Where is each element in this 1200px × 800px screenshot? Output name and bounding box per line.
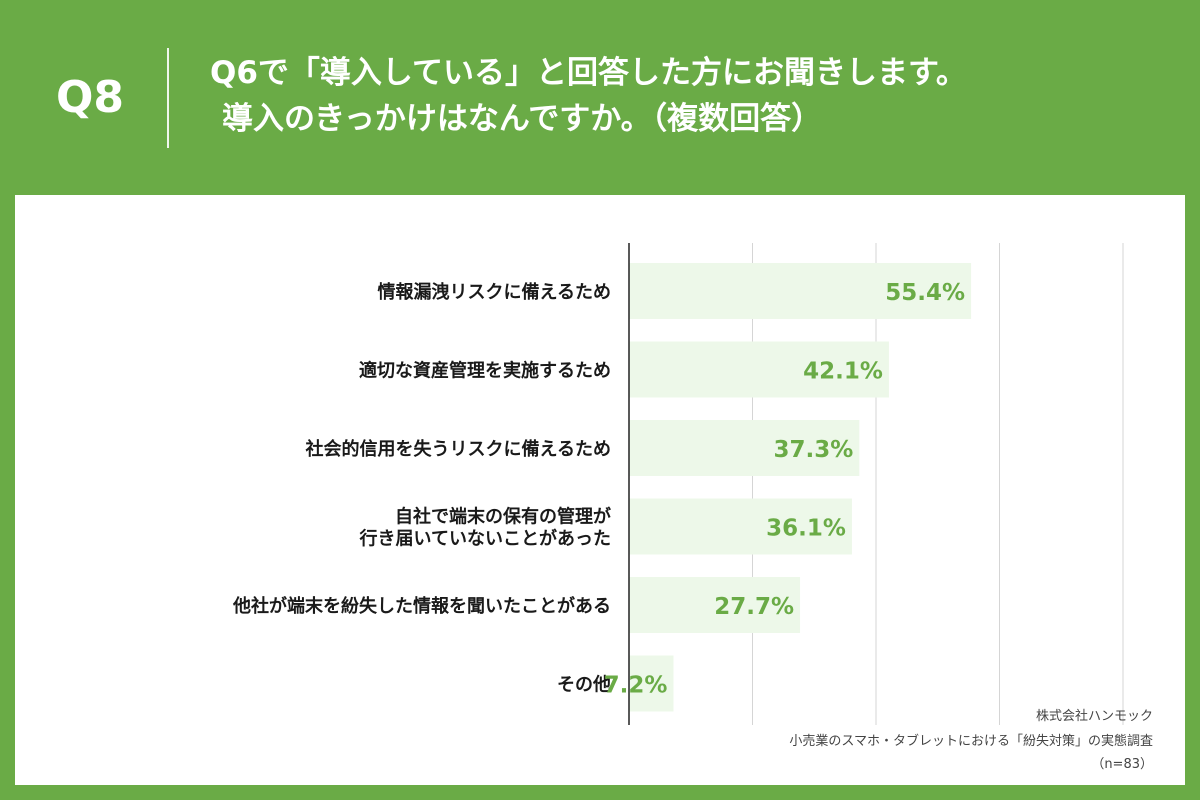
bar <box>629 577 801 633</box>
header: Q8 Q6で「導入している」と回答した方にお聞きします。 導入のきっかけはなんで… <box>0 0 1200 195</box>
question-number: Q8 <box>56 72 125 123</box>
value-label: 55.4% <box>885 280 965 306</box>
bar-chart: 情報漏洩リスクに備えるため 55.4% 適切な資産管理を実施するため 42.1% 社会的… <box>232 243 1124 725</box>
source-sample: （n=83） <box>1091 757 1153 772</box>
category-label: 適切な資産管理を実施するため <box>359 360 611 382</box>
value-label: 7.2% <box>604 673 668 699</box>
bar <box>629 420 860 476</box>
category-label: 行き届いていないことがあった <box>359 528 611 550</box>
source-company: 株式会社ハンモック <box>1035 709 1153 724</box>
question-title-line1: Q6で「導入している」と回答した方にお聞きします。 <box>210 55 967 91</box>
value-label: 27.7% <box>714 594 794 620</box>
chart-panel: 情報漏洩リスクに備えるため 55.4% 適切な資産管理を実施するため 42.1% 社会的… <box>15 195 1185 785</box>
category-label: その他 <box>557 674 611 696</box>
category-label: 情報漏洩リスクに備えるため <box>378 281 611 303</box>
question-title: Q6で「導入している」と回答した方にお聞きします。 導入のきっかけはなんですか。… <box>210 50 1170 142</box>
bar <box>629 263 972 319</box>
value-label: 37.3% <box>774 437 854 463</box>
bar <box>629 341 889 398</box>
bar <box>629 498 852 555</box>
value-label: 36.1% <box>766 516 846 542</box>
question-title-line2: 導入のきっかけはなんですか。（複数回答） <box>222 101 823 137</box>
source-survey: 小売業のスマホ・タブレットにおける「紛失対策」の実態調査 <box>789 734 1153 749</box>
header-divider <box>167 48 169 148</box>
category-label: 他社が端末を紛失した情報を聞いたことがある <box>232 595 611 617</box>
category-label: 自社で端末の保有の管理が <box>395 506 611 528</box>
value-label: 42.1% <box>803 359 883 385</box>
bar <box>629 655 674 712</box>
category-label: 社会的信用を失うリスクに備えるため <box>306 438 611 460</box>
